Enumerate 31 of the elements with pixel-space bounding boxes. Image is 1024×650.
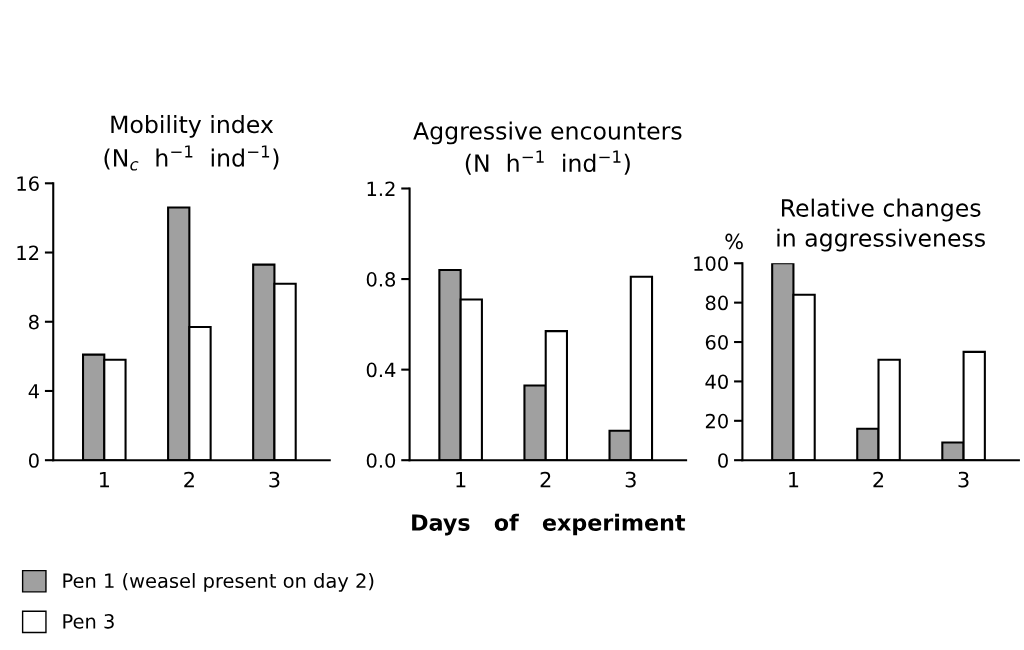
x-tick-label: 2 [873, 471, 884, 488]
y-tick-label: 0 [718, 453, 728, 468]
chart-title: Aggressive encounters (N h$^{−1}$ ind$^{−1}$) [413, 121, 682, 175]
x-tick-label: 1 [789, 471, 799, 488]
chart-title: Relative changes in aggressiveness [777, 198, 985, 252]
x-tick-label: 2 [184, 471, 194, 488]
x-tick-label: 1 [456, 471, 466, 488]
y-tick-label: 0 [28, 453, 39, 468]
x-tick-label: 1 [99, 471, 109, 488]
x-tick-label: 2 [540, 471, 551, 488]
y-tick-label: 12 [17, 245, 39, 260]
x-tick-label: 3 [269, 471, 280, 488]
y-tick-label: 80 [705, 295, 728, 311]
legend-label: Pen 1 (weasel present on day 2) [63, 573, 374, 592]
y-tick-label: 16 [17, 176, 39, 191]
chart-title: Mobility index (N$_{c}$ h$^{−1}$ ind$^{−1}$) [104, 114, 279, 171]
y-tick-label: 1.2 [367, 181, 395, 196]
x-tick-label: 3 [958, 471, 969, 488]
legend-label: Pen 3 [63, 613, 114, 629]
y-tick-label: 0.8 [366, 272, 396, 287]
y-tick-label: 100 [694, 256, 728, 271]
y-tick-label: 0.4 [366, 362, 396, 378]
y-tick-label: 20 [705, 413, 728, 429]
y-tick-label: 40 [705, 374, 728, 390]
x-axis-title: Days of experiment [412, 513, 686, 536]
y-tick-label: 8 [29, 314, 39, 330]
y-tick-label: 4 [28, 384, 39, 399]
y-axis-title: % [725, 233, 743, 250]
y-tick-label: 60 [705, 334, 728, 350]
x-tick-label: 3 [625, 471, 636, 488]
y-tick-label: 0.0 [366, 453, 396, 468]
